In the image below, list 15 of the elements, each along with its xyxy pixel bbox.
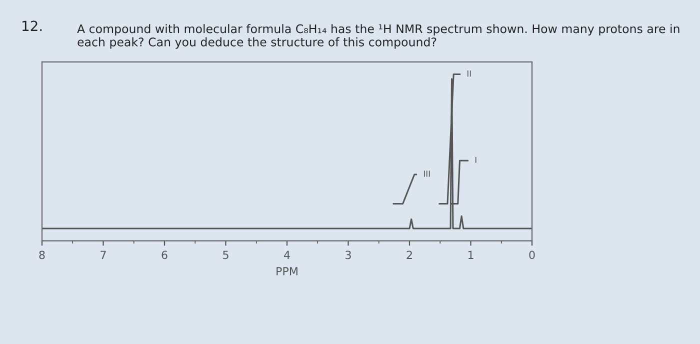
chart-title: A compound with molecular formula C₈H₁₄ has the ¹H NMR spectrum shown. How many protons are in each peak? Can you deduce the structure of this compound?: [77, 24, 680, 49]
x-tick-label: 3: [346, 250, 351, 260]
x-tick-label: 7: [100, 250, 106, 259]
x-tick-label: 2: [406, 250, 412, 259]
text: 12.: [22, 20, 42, 31]
x-tick-label: 5: [223, 250, 228, 260]
x-tick-label: 6: [162, 250, 168, 260]
x-axis-title: PPM: [276, 267, 298, 276]
x-tick-label: 1: [468, 250, 474, 259]
annotation: I: [475, 156, 476, 163]
annotation: II: [467, 70, 471, 77]
x-tick-label: 4: [284, 250, 290, 259]
x-tick-label: 8: [39, 250, 45, 260]
x-tick-label: 0: [529, 250, 535, 260]
annotation: III: [424, 170, 430, 177]
